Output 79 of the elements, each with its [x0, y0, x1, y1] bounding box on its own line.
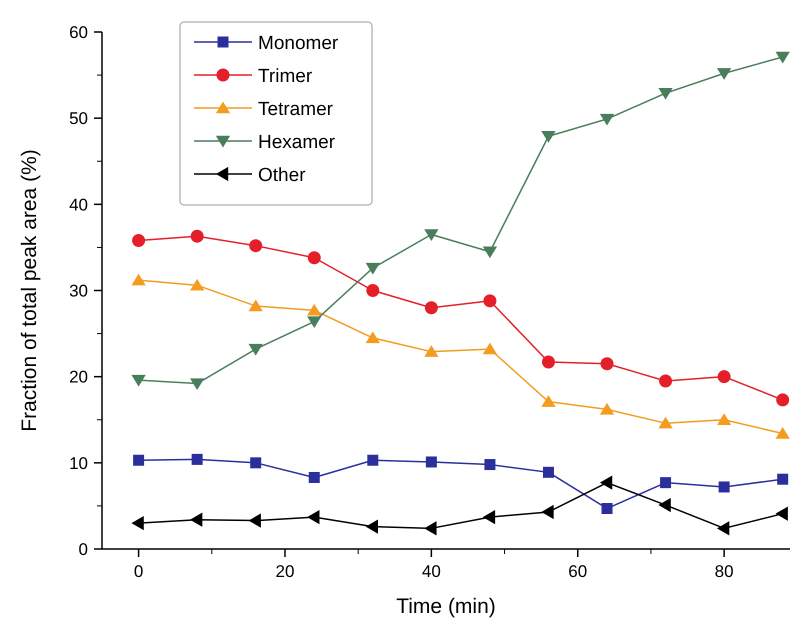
point — [716, 68, 732, 80]
y-tick-label: 0 — [78, 540, 88, 559]
y-axis-title: Fraction of total peak area (%) — [18, 149, 41, 432]
point — [248, 513, 261, 528]
point — [190, 230, 204, 243]
point — [307, 510, 320, 524]
point — [482, 246, 498, 258]
point — [542, 356, 555, 369]
point — [484, 459, 496, 470]
point — [658, 88, 673, 100]
point — [776, 427, 790, 439]
point — [541, 395, 556, 407]
point — [482, 342, 498, 354]
x-tick-label: 60 — [568, 562, 588, 581]
point — [776, 506, 788, 521]
point — [482, 510, 496, 524]
point — [248, 300, 263, 312]
point — [600, 402, 614, 415]
point — [367, 454, 378, 466]
legend-label: Monomer — [258, 33, 339, 54]
point — [542, 466, 554, 478]
point — [192, 454, 203, 465]
point — [541, 504, 554, 520]
point — [658, 498, 671, 512]
point — [776, 393, 790, 406]
legend-label: Tetramer — [258, 99, 334, 120]
point — [660, 477, 672, 488]
point — [659, 374, 672, 388]
point — [776, 52, 790, 64]
y-tick-label: 50 — [69, 109, 88, 128]
point — [483, 294, 496, 308]
point — [426, 456, 437, 468]
point — [308, 251, 321, 264]
y-tick-label: 40 — [69, 195, 88, 214]
y-tick-label: 60 — [69, 23, 88, 42]
x-tick-label: 40 — [422, 562, 441, 581]
point — [602, 503, 613, 514]
point — [541, 131, 556, 143]
point — [190, 378, 204, 390]
x-tick-label: 80 — [714, 562, 734, 581]
point — [250, 457, 262, 468]
point — [658, 416, 673, 428]
y-tick-label: 10 — [69, 454, 88, 473]
point — [718, 481, 730, 492]
legend-label: Trimer — [258, 66, 313, 87]
point — [600, 476, 612, 490]
point — [424, 301, 438, 314]
point — [307, 304, 322, 316]
point — [366, 519, 378, 534]
legend-label: Other — [258, 165, 306, 186]
x-axis-title: Time (min) — [396, 595, 496, 618]
point — [716, 521, 730, 536]
x-tick-label: 0 — [134, 562, 144, 581]
y-tick-label: 20 — [69, 368, 88, 387]
point — [131, 274, 146, 286]
point — [600, 114, 614, 126]
point — [366, 262, 380, 275]
point — [366, 331, 380, 344]
point — [190, 278, 204, 291]
point — [132, 234, 146, 248]
point — [249, 239, 262, 252]
point — [777, 474, 788, 485]
point — [133, 454, 144, 466]
point — [718, 370, 731, 384]
point — [248, 344, 263, 356]
point — [424, 521, 437, 536]
point — [131, 374, 146, 387]
legend-label: Hexamer — [258, 132, 336, 153]
point — [424, 345, 439, 357]
point — [190, 512, 202, 527]
point — [600, 357, 614, 370]
point — [716, 413, 732, 425]
point — [308, 472, 320, 483]
x-tick-label: 20 — [276, 562, 294, 581]
y-tick-label: 30 — [69, 282, 88, 300]
point — [366, 284, 380, 297]
point — [131, 516, 144, 530]
point — [424, 229, 439, 241]
point — [307, 316, 322, 328]
